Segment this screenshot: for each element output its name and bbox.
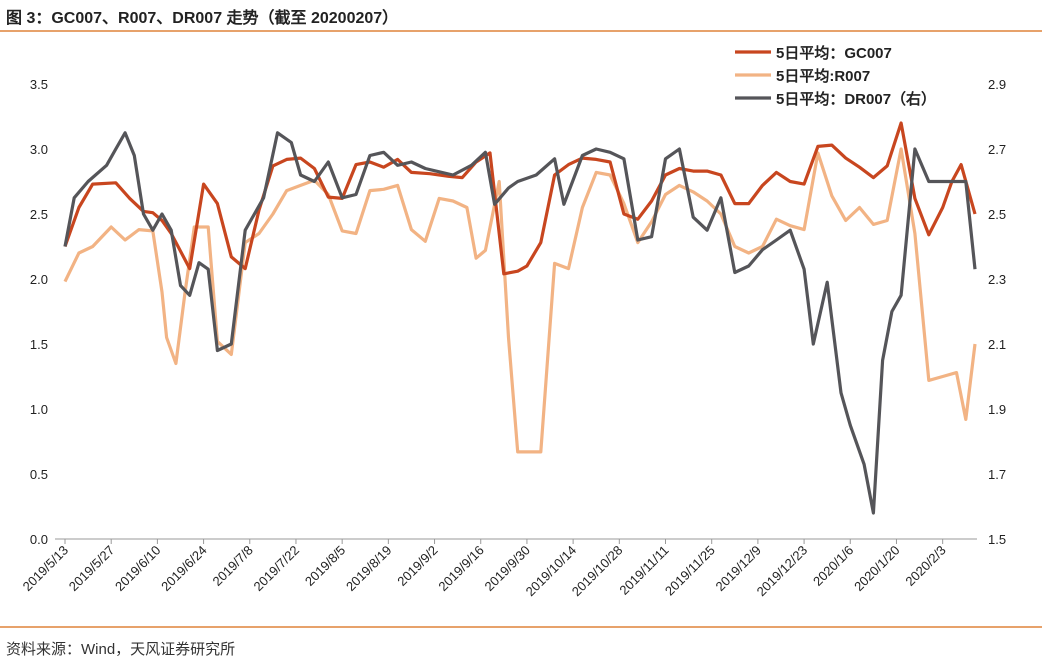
x-tick-label: 2020/1/6 [810,543,856,589]
y-tick-label: 2.0 [30,272,48,287]
y2-tick-label: 2.5 [988,207,1006,222]
y-tick-label: 2.5 [30,207,48,222]
y2-tick-label: 2.9 [988,77,1006,92]
x-tick-label: 2019/8/19 [343,543,395,595]
source-note: 资料来源：Wind，天风证券研究所 [6,641,236,658]
series-line-dr007 [63,131,977,515]
x-tick-label: 2019/8/5 [302,543,348,589]
y-tick-label: 1.5 [30,337,48,352]
y-tick-label: 1.0 [30,402,48,417]
y-tick-label: 0.5 [30,467,48,482]
chart-legend: 5日平均：GC007 5日平均:R007 5日平均：DR007（右） [735,44,936,108]
figure-title: 图 3：GC007、R007、DR007 走势（截至 20200207） [6,10,399,27]
y2-tick-label: 1.7 [988,467,1006,482]
x-tick-label: 2019/6/10 [112,543,164,595]
y2-tick-label: 2.7 [988,142,1006,157]
legend-label: 5日平均：DR007（右） [776,90,936,108]
x-tick-label: 2019/10/28 [569,543,626,600]
x-tick-label: 2019/9/2 [394,543,440,589]
legend-label: 5日平均：GC007 [776,44,892,62]
y-tick-label: 3.0 [30,142,48,157]
y-tick-label: 3.5 [30,77,48,92]
header-divider [0,30,1042,32]
x-tick-label: 2019/5/13 [20,543,72,595]
x-tick-label: 2020/2/3 [902,543,948,589]
y-tick-label: 0.0 [30,532,48,547]
y2-tick-label: 1.5 [988,532,1006,547]
chart-series [63,121,977,515]
y2-tick-label: 2.1 [988,337,1006,352]
x-tick-label: 2019/11/25 [662,543,718,599]
x-tick-label: 2019/5/27 [66,543,118,595]
footer-divider [0,626,1042,628]
series-line-r007 [63,147,977,454]
x-tick-label: 2020/1/20 [851,543,903,595]
y2-tick-label: 1.9 [988,402,1006,417]
x-tick-label: 2019/7/22 [251,543,303,595]
x-tick-label: 2019/7/8 [210,543,256,589]
legend-label: 5日平均:R007 [776,67,870,85]
y2-tick-label: 2.3 [988,272,1006,287]
x-tick-label: 2019/9/16 [435,543,487,595]
x-tick-label: 2019/12/23 [754,543,811,600]
series-line-gc007 [63,121,977,276]
x-tick-label: 2019/6/24 [158,543,210,595]
line-chart: 0.0 0.5 1.0 1.5 2.0 2.5 3.0 3.5 1.5 1.7 1.9 2.1 2.3 2… [20,44,1006,600]
